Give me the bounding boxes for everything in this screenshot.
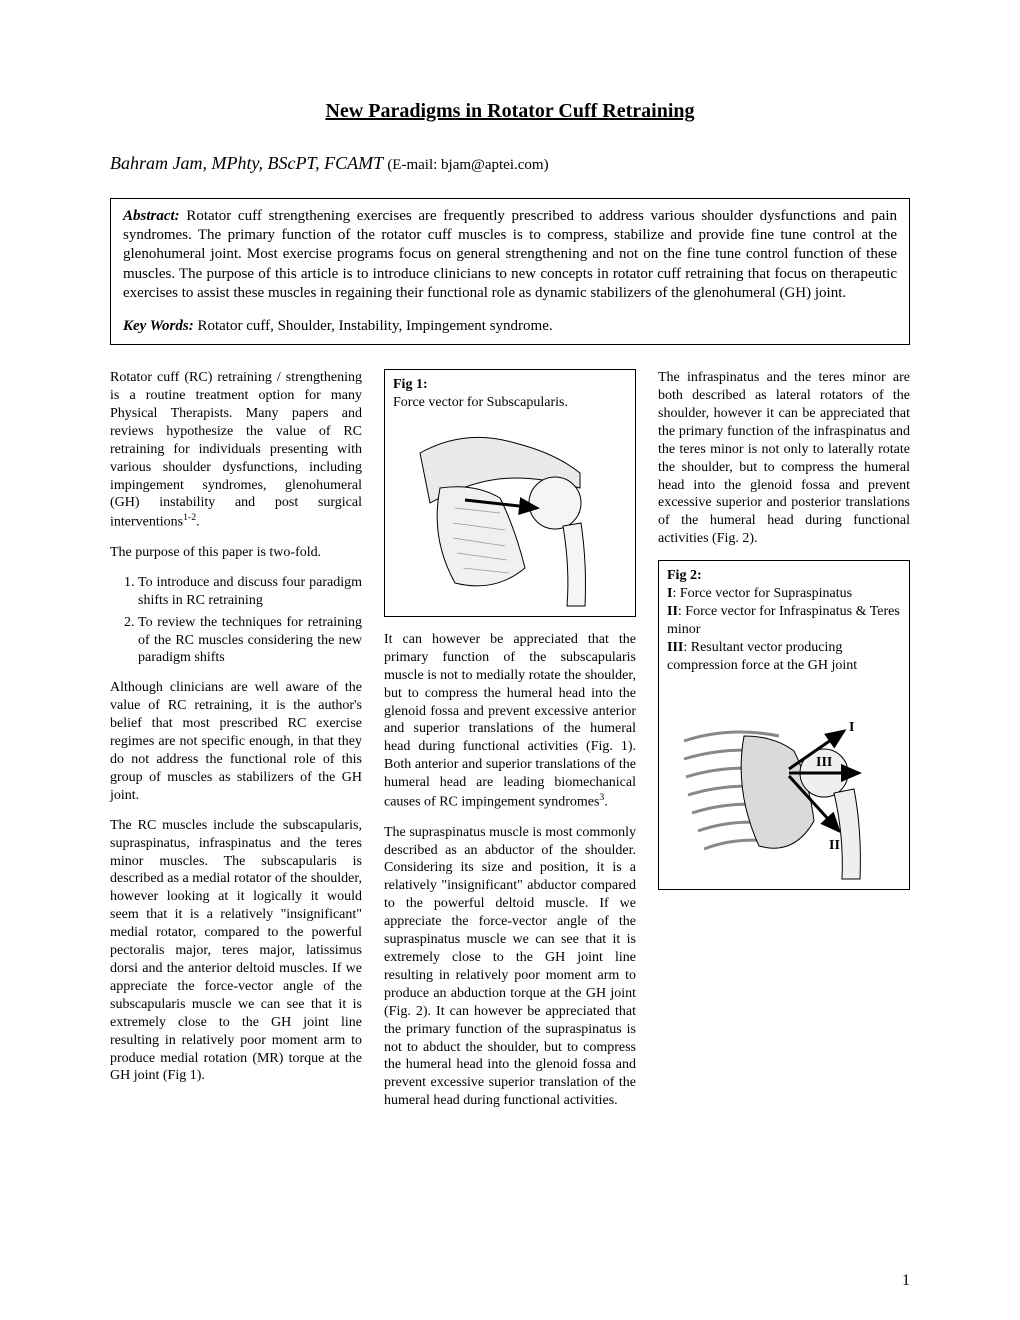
abstract-box: Abstract: Rotator cuff strengthening exe… xyxy=(110,198,910,345)
figure-2: Fig 2: I: Force vector for Supraspinatus… xyxy=(658,560,910,889)
body-p5: It can however be appreciated that the p… xyxy=(384,631,636,812)
keywords-line: Key Words: Rotator cuff, Shoulder, Insta… xyxy=(123,317,897,336)
body-columns: Rotator cuff (RC) retraining / strengthe… xyxy=(110,369,910,1110)
fig1-caption: Force vector for Subscapularis. xyxy=(393,394,627,412)
body-p6: The supraspinatus muscle is most commonl… xyxy=(384,824,636,1111)
fig2-label: Fig 2: xyxy=(667,567,901,585)
body-p1: Rotator cuff (RC) retraining / strengthe… xyxy=(110,369,362,532)
fig1-label: Fig 1: xyxy=(393,376,627,394)
fig1-diagram xyxy=(405,418,615,608)
body-p7: The infraspinatus and the teres minor ar… xyxy=(658,369,910,548)
author-line: Bahram Jam, MPhty, BScPT, FCAMT (E-mail:… xyxy=(110,153,910,174)
svg-text:I: I xyxy=(849,720,854,735)
list-item: To introduce and discuss four paradigm s… xyxy=(138,574,362,610)
fig2-diagram: I II III xyxy=(674,681,894,881)
figure-1: Fig 1: Force vector for Subscapularis. xyxy=(384,369,636,617)
body-p4: The RC muscles include the subscapularis… xyxy=(110,817,362,1086)
svg-text:II: II xyxy=(829,838,840,853)
fig2-caption: I: Force vector for Supraspinatus II: Fo… xyxy=(667,585,901,675)
keywords-label: Key Words: xyxy=(123,318,194,334)
page-title: New Paradigms in Rotator Cuff Retraining xyxy=(110,100,910,123)
page-number: 1 xyxy=(902,1272,910,1290)
keywords-text: Rotator cuff, Shoulder, Instability, Imp… xyxy=(197,318,552,334)
body-p3: Although clinicians are well aware of th… xyxy=(110,679,362,804)
list-item: To review the techniques for retraining … xyxy=(138,614,362,668)
author-name: Bahram Jam, MPhty, BScPT, FCAMT xyxy=(110,153,383,173)
abstract-text: Rotator cuff strengthening exercises are… xyxy=(123,208,897,301)
body-p2: The purpose of this paper is two-fold. xyxy=(110,544,362,562)
abstract-label: Abstract: xyxy=(123,208,180,224)
svg-text:III: III xyxy=(816,755,832,770)
purpose-list: To introduce and discuss four paradigm s… xyxy=(128,574,362,668)
author-email: (E-mail: bjam@aptei.com) xyxy=(387,157,548,173)
